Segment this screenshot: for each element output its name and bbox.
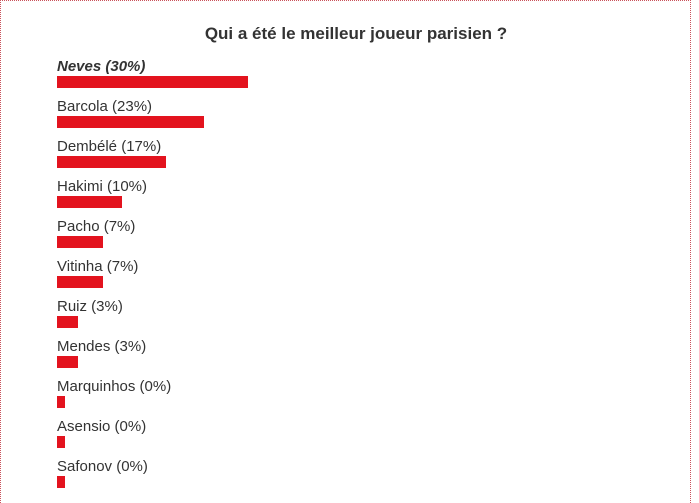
poll-option: Pacho (7%)	[57, 218, 657, 258]
poll-option: Hakimi (10%)	[57, 178, 657, 218]
poll-title: Qui a été le meilleur joueur parisien ?	[204, 24, 508, 43]
poll-option-bar	[57, 436, 65, 448]
poll-option: Vitinha (7%)	[57, 258, 657, 298]
poll-option-label: Vitinha (7%)	[57, 258, 139, 275]
poll-option-label: Pacho (7%)	[57, 218, 136, 235]
poll-option-bar	[57, 276, 103, 288]
poll-option-bar	[57, 356, 78, 368]
poll-option-label: Safonov (0%)	[57, 458, 148, 475]
poll-option-label: Dembélé (17%)	[57, 138, 162, 155]
poll-option: Dembélé (17%)	[57, 138, 657, 178]
poll-option: Mendes (3%)	[57, 338, 657, 378]
poll-option: Marquinhos (0%)	[57, 378, 657, 418]
poll-option-bar	[57, 196, 122, 208]
poll-option-label: Barcola (23%)	[57, 98, 153, 115]
poll-option-bar	[57, 396, 65, 408]
poll-option-bar	[57, 476, 65, 488]
poll-option-label: Neves (30%)	[57, 58, 146, 75]
poll-option-bar	[57, 316, 78, 328]
poll-option-bar	[57, 76, 248, 88]
poll-option-label: Hakimi (10%)	[57, 178, 148, 195]
poll-option: Barcola (23%)	[57, 98, 657, 138]
poll-option: Safonov (0%)	[57, 458, 657, 498]
poll-option-bar	[57, 156, 166, 168]
poll-option-bar	[57, 116, 204, 128]
poll-option-label: Marquinhos (0%)	[57, 378, 172, 395]
poll-option: Ruiz (3%)	[57, 298, 657, 338]
poll-results: Neves (30%) Barcola (23%) Dembélé (17%) Hak…	[57, 58, 657, 498]
poll-option-label: Ruiz (3%)	[57, 298, 123, 315]
poll-option: Asensio (0%)	[57, 418, 657, 458]
poll-option-label: Asensio (0%)	[57, 418, 147, 435]
poll-option-bar	[57, 236, 103, 248]
poll-option-label: Mendes (3%)	[57, 338, 147, 355]
poll-option: Neves (30%)	[57, 58, 657, 98]
